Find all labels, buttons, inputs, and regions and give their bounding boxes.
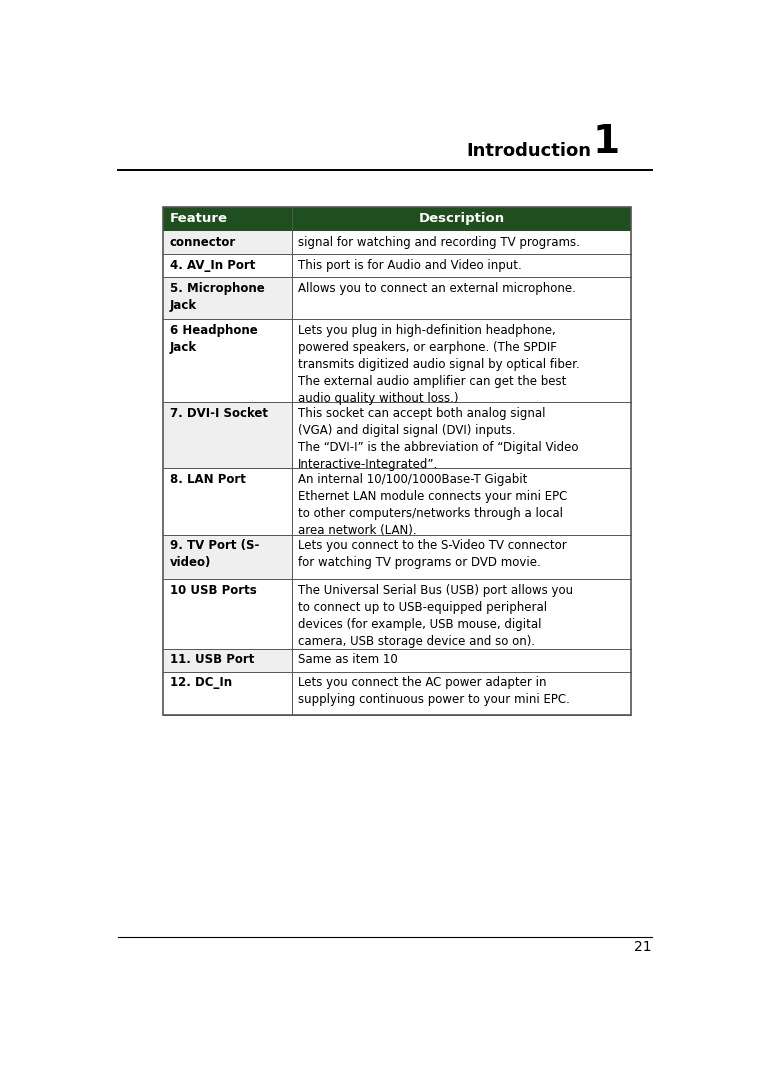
Bar [164, 278, 292, 319]
Bar [292, 231, 632, 255]
Text: An internal 10/100/1000Base-T Gigabit
Ethernet LAN module connects your mini EPC: An internal 10/100/1000Base-T Gigabit Et… [298, 473, 568, 537]
Bar [164, 231, 292, 255]
Bar [164, 319, 292, 402]
Bar [164, 255, 292, 278]
Text: 8. LAN Port: 8. LAN Port [170, 473, 245, 486]
Text: 1: 1 [593, 123, 619, 161]
Text: 10 USB Ports: 10 USB Ports [170, 584, 256, 597]
Text: 9. TV Port (S-
video): 9. TV Port (S- video) [170, 539, 259, 569]
Text: The Universal Serial Bus (USB) port allows you
to connect up to USB-equipped per: The Universal Serial Bus (USB) port allo… [298, 584, 573, 648]
Bar [292, 535, 632, 579]
Bar [164, 535, 292, 579]
Bar [292, 255, 632, 278]
Bar [292, 672, 632, 715]
Text: Lets you connect the AC power adapter in
supplying continuous power to your mini: Lets you connect the AC power adapter in… [298, 676, 570, 706]
Bar [164, 402, 292, 469]
Text: 12. DC_In: 12. DC_In [170, 676, 231, 689]
Bar [292, 469, 632, 535]
Text: Lets you connect to the S-Video TV connector
for watching TV programs or DVD mov: Lets you connect to the S-Video TV conne… [298, 539, 567, 569]
Bar [164, 469, 292, 535]
Bar [164, 206, 632, 715]
Text: Introduction: Introduction [466, 143, 591, 161]
Bar [292, 579, 632, 649]
Text: signal for watching and recording TV programs.: signal for watching and recording TV pro… [298, 235, 580, 248]
Text: 21: 21 [634, 941, 651, 955]
Text: 7. DVI-I Socket: 7. DVI-I Socket [170, 407, 268, 420]
Text: Lets you plug in high-definition headphone,
powered speakers, or earphone. (The : Lets you plug in high-definition headpho… [298, 324, 580, 405]
Bar [292, 402, 632, 469]
Text: 5. Microphone
Jack: 5. Microphone Jack [170, 282, 264, 312]
Text: Description: Description [419, 213, 505, 226]
Text: 6 Headphone
Jack: 6 Headphone Jack [170, 324, 257, 353]
Bar [164, 649, 292, 672]
Bar [292, 319, 632, 402]
Bar [292, 278, 632, 319]
Bar [164, 206, 632, 231]
Text: This port is for Audio and Video input.: This port is for Audio and Video input. [298, 259, 522, 272]
Text: 4. AV_In Port: 4. AV_In Port [170, 259, 255, 272]
Text: Same as item 10: Same as item 10 [298, 653, 398, 666]
Text: 11. USB Port: 11. USB Port [170, 653, 254, 666]
Bar [164, 672, 292, 715]
Text: This socket can accept both analog signal
(VGA) and digital signal (DVI) inputs.: This socket can accept both analog signa… [298, 407, 579, 471]
Text: Feature: Feature [170, 213, 228, 226]
Bar [292, 649, 632, 672]
Bar [164, 579, 292, 649]
Text: connector: connector [170, 235, 236, 248]
Text: Allows you to connect an external microphone.: Allows you to connect an external microp… [298, 282, 576, 295]
